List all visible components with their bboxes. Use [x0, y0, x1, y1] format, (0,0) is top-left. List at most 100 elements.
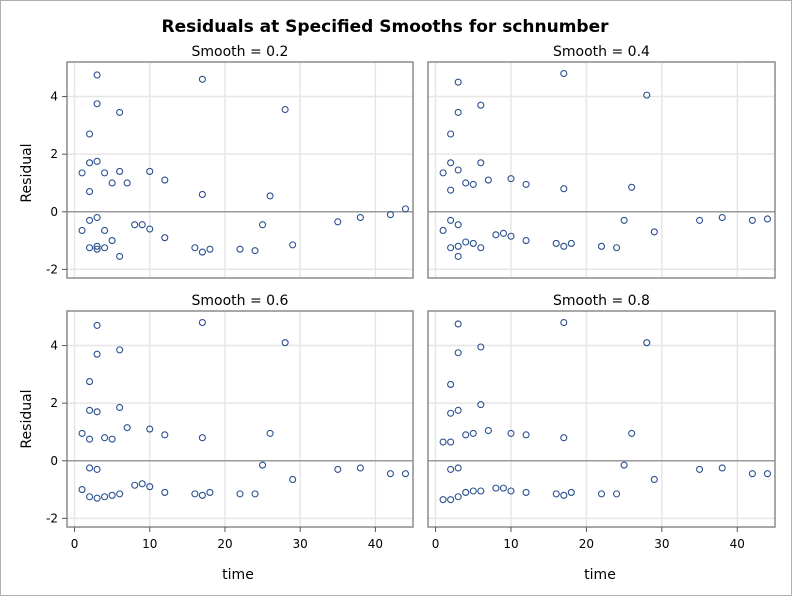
data-point — [93, 157, 101, 165]
data-point — [86, 244, 94, 252]
data-point — [560, 318, 568, 327]
data-point — [650, 475, 658, 484]
panel-4: Smooth = 0.8 0 10 20 30 40 — [427, 293, 776, 551]
data-point — [198, 434, 206, 442]
data-point — [161, 431, 169, 439]
data-point — [439, 438, 447, 446]
data-point — [101, 169, 109, 177]
data-point — [101, 244, 109, 252]
data-point — [447, 130, 455, 138]
data-point — [462, 238, 470, 246]
y-tick-label: 0 — [50, 454, 58, 468]
data-point — [620, 461, 628, 469]
data-point — [477, 401, 485, 409]
data-point — [334, 218, 342, 226]
x-axis-label-left: time — [222, 567, 254, 583]
data-point — [447, 380, 455, 388]
data-point — [251, 247, 259, 255]
data-point — [93, 321, 101, 329]
data-point — [748, 470, 756, 478]
data-point — [206, 245, 214, 253]
data-point — [484, 426, 492, 435]
data-point — [454, 78, 462, 86]
data-point — [93, 100, 101, 108]
data-point — [146, 425, 154, 433]
data-point — [93, 350, 101, 358]
data-point — [522, 180, 530, 188]
data-point — [78, 486, 86, 494]
x-axis-label-right: time — [584, 567, 616, 583]
data-point — [454, 108, 462, 116]
data-point — [191, 244, 199, 252]
data-point — [447, 409, 455, 417]
panel-title: Smooth = 0.8 — [553, 293, 650, 309]
data-point — [484, 176, 492, 184]
data-point — [522, 488, 530, 496]
y-tick-label: 0 — [50, 205, 58, 219]
data-point — [552, 239, 560, 247]
panel-title: Smooth = 0.2 — [192, 44, 289, 60]
data-point — [386, 470, 394, 478]
data-point — [454, 221, 462, 229]
data-point — [613, 490, 621, 498]
panel-title: Smooth = 0.4 — [553, 44, 650, 60]
data-point — [138, 480, 146, 488]
x-tick-label: 40 — [368, 537, 383, 551]
data-point — [123, 424, 131, 432]
data-point — [116, 108, 124, 116]
y-tick-label: 2 — [50, 147, 58, 161]
data-point — [454, 406, 462, 414]
data-point — [567, 488, 575, 496]
data-point — [101, 434, 109, 442]
data-point — [146, 483, 154, 491]
data-point — [86, 435, 94, 443]
data-point — [93, 494, 101, 502]
x-tick-label: 20 — [579, 537, 594, 551]
data-point — [198, 318, 206, 327]
data-point — [356, 464, 364, 472]
data-point — [477, 343, 485, 351]
data-point — [401, 470, 410, 478]
data-point — [628, 429, 636, 437]
data-point — [643, 91, 651, 99]
data-point — [560, 242, 568, 250]
data-point — [86, 130, 94, 138]
data-point — [93, 213, 101, 222]
data-point — [454, 166, 462, 174]
x-tick-label: 20 — [217, 537, 232, 551]
data-point — [86, 464, 94, 472]
y-tick-label: 4 — [50, 339, 58, 353]
panel-grid: Smooth = 0.2 -2 0 2 4 Smooth = 0.4 Smooth = 0.… — [46, 44, 776, 551]
data-point — [93, 408, 101, 416]
data-point — [439, 496, 447, 504]
data-point — [334, 465, 342, 473]
data-point — [86, 378, 94, 386]
data-point — [93, 245, 101, 253]
data-point — [138, 221, 146, 229]
data-point — [281, 339, 289, 347]
data-point — [643, 339, 651, 347]
x-tick-label: 0 — [432, 537, 440, 551]
data-point — [447, 186, 455, 194]
x-tick-label: 30 — [293, 537, 308, 551]
data-point — [462, 179, 470, 187]
x-tick-label: 10 — [503, 537, 518, 551]
data-point — [763, 215, 772, 223]
data-point — [469, 487, 477, 495]
y-axis-label-top: Residual — [19, 143, 35, 202]
data-point — [386, 211, 394, 219]
data-point — [86, 159, 94, 167]
data-point — [650, 228, 658, 236]
y-tick-label: 2 — [50, 396, 58, 410]
data-point — [86, 216, 94, 224]
data-point — [628, 183, 636, 191]
data-point — [86, 493, 94, 501]
data-point — [78, 169, 86, 177]
x-tick-label: 10 — [142, 537, 157, 551]
x-tick-label: 0 — [71, 537, 79, 551]
panel-frame — [66, 310, 414, 528]
data-point — [718, 213, 726, 222]
data-point — [251, 490, 259, 498]
